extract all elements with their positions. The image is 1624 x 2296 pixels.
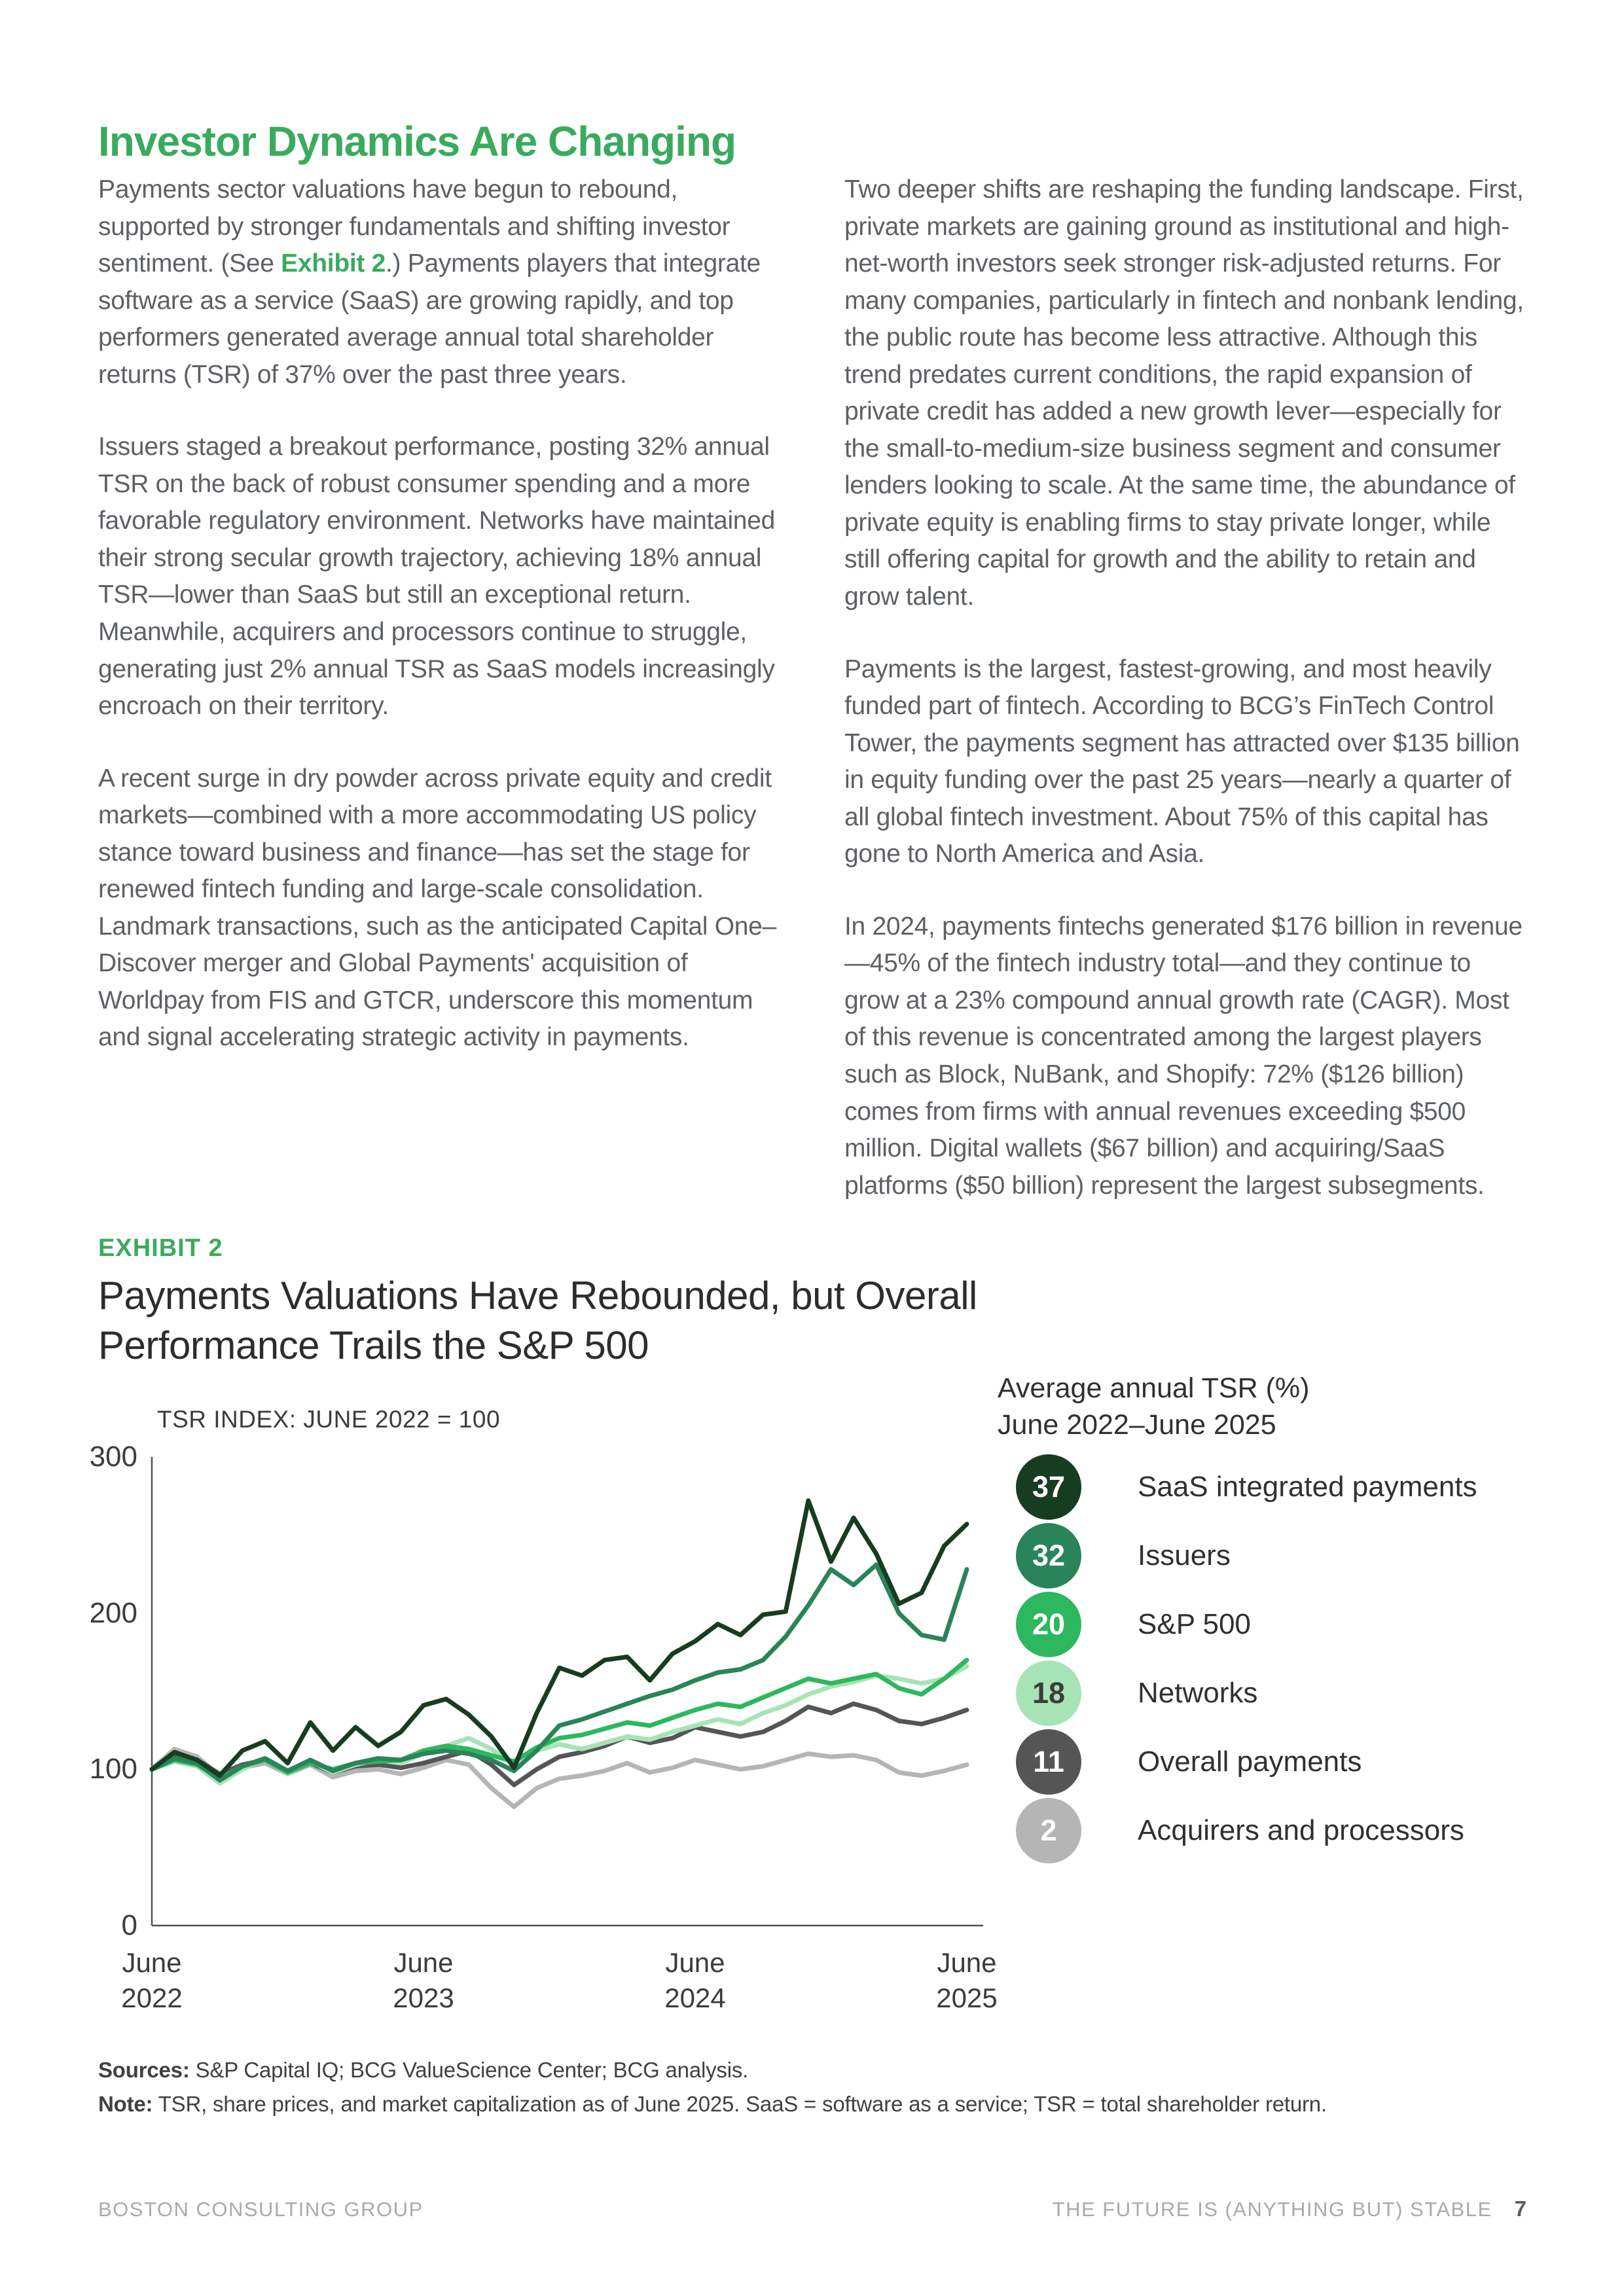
paragraph-text: .) Payments players that integrate softw… (98, 249, 761, 389)
note-text: TSR, share prices, and market capitaliza… (153, 2092, 1327, 2116)
y-axis-tick-label: 0 (121, 1909, 137, 1941)
legend-header-line1: Average annual TSR (%) (998, 1372, 1310, 1404)
legend-item: 20 S&P 500 (1016, 1592, 1251, 1657)
x-axis-tick-label: June 2023 (352, 1945, 496, 2016)
legend-value-badge: 20 (1016, 1592, 1081, 1657)
legend-label: SaaS integrated payments (1138, 1471, 1477, 1503)
x-axis-tick-line: 2024 (664, 1982, 726, 2013)
exhibit-2-link[interactable]: Exhibit 2 (281, 249, 386, 278)
footer-right: THE FUTURE IS (ANYTHING BUT) STABLE (1052, 2198, 1492, 2221)
body-paragraph: In 2024, payments fintechs generated $17… (844, 908, 1528, 1204)
legend-value-badge: 2 (1016, 1798, 1081, 1863)
footer-right-group: THE FUTURE IS (ANYTHING BUT) STABLE 7 (1053, 2197, 1526, 2221)
body-paragraph: Two deeper shifts are reshaping the fund… (844, 171, 1528, 616)
legend-label: Acquirers and processors (1138, 1814, 1464, 1846)
paragraph-text: Payments is the largest, fastest-growing… (844, 655, 1520, 869)
note-line: Note: TSR, share prices, and market capi… (98, 2092, 1525, 2117)
legend-label: Issuers (1138, 1539, 1231, 1571)
body-paragraph: Issuers staged a breakout performance, p… (98, 429, 782, 725)
paragraph-text: Two deeper shifts are reshaping the fund… (844, 175, 1524, 611)
x-axis-tick-line: June (122, 1947, 182, 1978)
page-footer: BOSTON CONSULTING GROUP THE FUTURE IS (A… (98, 2197, 1526, 2221)
legend-value-badge: 32 (1016, 1523, 1081, 1588)
legend-label: S&P 500 (1138, 1608, 1251, 1640)
y-axis-tick-label: 100 (89, 1753, 137, 1785)
left-column: Payments sector valuations have begun to… (98, 171, 782, 1240)
paragraph-text: In 2024, payments fintechs generated $17… (844, 912, 1523, 1200)
legend-label: Networks (1138, 1677, 1258, 1709)
y-axis-tick-label: 300 (89, 1441, 137, 1473)
body-columns: Payments sector valuations have begun to… (98, 171, 1528, 1240)
body-paragraph: A recent surge in dry powder across priv… (98, 761, 782, 1056)
legend-item: 11 Overall payments (1016, 1729, 1362, 1795)
footer-left: BOSTON CONSULTING GROUP (98, 2198, 424, 2221)
legend-item: 2 Acquirers and processors (1016, 1798, 1464, 1863)
chart-axis-title: TSR INDEX: JUNE 2022 = 100 (157, 1406, 501, 1433)
sources-line: Sources: S&P Capital IQ; BCG ValueScienc… (98, 2058, 1525, 2083)
sources-label: Sources: (98, 2058, 190, 2082)
y-axis-tick-label: 200 (89, 1596, 137, 1629)
legend-item: 18 Networks (1016, 1660, 1257, 1726)
legend-item: 32 Issuers (1016, 1523, 1231, 1588)
paragraph-text: Issuers staged a breakout performance, p… (98, 433, 775, 721)
x-axis-tick-line: 2023 (393, 1982, 454, 2013)
exhibit-title: Payments Valuations Have Rebounded, but … (98, 1274, 977, 1368)
sources-text: S&P Capital IQ; BCG ValueScience Center;… (189, 2058, 749, 2082)
series-line-issuers (149, 1562, 969, 1783)
note-label: Note: (98, 2092, 153, 2116)
paragraph-text: A recent surge in dry powder across priv… (98, 764, 776, 1052)
paragraph-text: Payments sector valuations have begun to… (98, 175, 731, 278)
legend-item: 37 SaaS integrated payments (1016, 1454, 1477, 1520)
page-title: Investor Dynamics Are Changing (98, 117, 736, 165)
x-axis-tick-line: 2025 (936, 1982, 998, 2013)
x-axis-tick-label: June 2025 (895, 1945, 1039, 2016)
exhibit-label: EXHIBIT 2 (98, 1234, 223, 1262)
legend-value-badge: 18 (1016, 1660, 1081, 1726)
page-number: 7 (1514, 2197, 1526, 2221)
series-line-saas-integrated-payments (149, 1498, 969, 1778)
x-axis-tick-label: June 2024 (623, 1945, 767, 2016)
legend-value-badge: 11 (1016, 1729, 1081, 1795)
chart-legend-header: Average annual TSR (%) June 2022–June 20… (998, 1371, 1309, 1444)
body-paragraph: Payments is the largest, fastest-growing… (844, 651, 1528, 873)
legend-header-line2: June 2022–June 2025 (998, 1408, 1276, 1441)
legend-label: Overall payments (1138, 1746, 1362, 1778)
x-axis-tick-line: June (393, 1947, 454, 1978)
right-column: Two deeper shifts are reshaping the fund… (844, 171, 1528, 1240)
tsr-line-chart (149, 1457, 983, 1927)
x-axis-tick-line: 2022 (121, 1982, 183, 2013)
legend-value-badge: 37 (1016, 1454, 1081, 1520)
body-paragraph: Payments sector valuations have begun to… (98, 171, 782, 393)
x-axis-tick-line: June (665, 1947, 725, 1978)
x-axis-tick-label: June 2022 (80, 1945, 224, 2016)
x-axis-tick-line: June (937, 1947, 997, 1978)
